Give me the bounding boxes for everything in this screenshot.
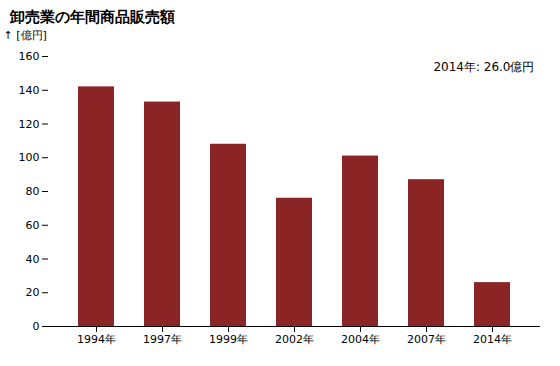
svg-text:1994年: 1994年 xyxy=(77,333,116,346)
svg-text:140: 140 xyxy=(19,84,40,97)
svg-text:2014年: 2014年 xyxy=(473,333,512,346)
svg-text:1997年: 1997年 xyxy=(143,333,182,346)
html-text:卸売業の年間商品販売額: 卸売業の年間商品販売額 xyxy=(10,8,175,26)
svg-text:60: 60 xyxy=(26,219,40,232)
svg-text:2002年: 2002年 xyxy=(275,333,314,346)
svg-text:120: 120 xyxy=(19,118,40,131)
svg-text:0: 0 xyxy=(33,320,40,333)
svg-text:100: 100 xyxy=(19,151,40,164)
svg-text:2014年: 26.0億円: 2014年: 26.0億円 xyxy=(433,60,534,74)
svg-text:↑ [億円]: ↑ [億円] xyxy=(4,29,47,42)
svg-text:2004年: 2004年 xyxy=(341,333,380,346)
svg-text:160: 160 xyxy=(19,50,40,63)
svg-text:80: 80 xyxy=(26,185,40,198)
svg-text:1999年: 1999年 xyxy=(209,333,248,346)
svg-text:20: 20 xyxy=(26,286,40,299)
svg-text:40: 40 xyxy=(26,253,40,266)
svg-text:2007年: 2007年 xyxy=(407,333,446,346)
